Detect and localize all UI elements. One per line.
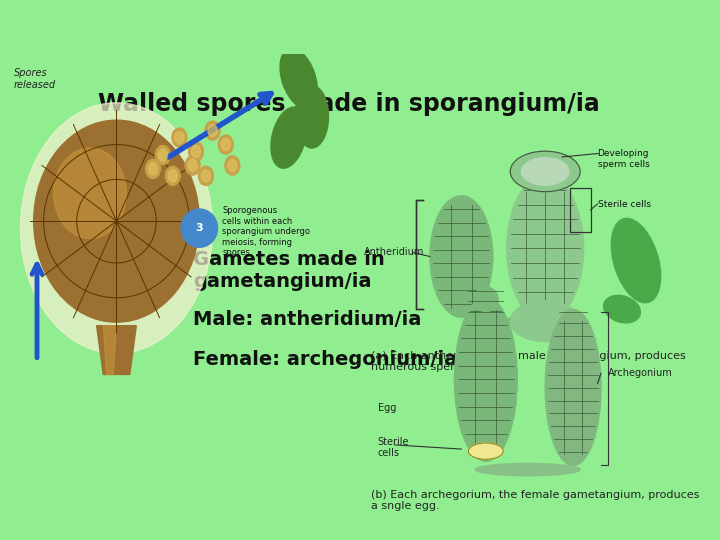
Ellipse shape bbox=[454, 297, 517, 461]
Circle shape bbox=[521, 158, 569, 185]
Circle shape bbox=[181, 209, 217, 247]
Text: 3: 3 bbox=[196, 223, 203, 233]
Ellipse shape bbox=[205, 121, 220, 140]
Ellipse shape bbox=[295, 85, 328, 148]
Text: Developing
sperm cells: Developing sperm cells bbox=[598, 149, 649, 168]
Ellipse shape bbox=[172, 128, 187, 147]
Ellipse shape bbox=[148, 163, 158, 175]
Ellipse shape bbox=[185, 156, 200, 175]
Circle shape bbox=[510, 151, 580, 192]
Ellipse shape bbox=[168, 170, 177, 182]
Polygon shape bbox=[96, 326, 136, 374]
Text: Archegonium: Archegonium bbox=[608, 368, 672, 378]
Ellipse shape bbox=[280, 48, 318, 109]
Polygon shape bbox=[103, 326, 117, 374]
Ellipse shape bbox=[156, 145, 171, 165]
Ellipse shape bbox=[228, 159, 237, 172]
Text: Male: antheridium/ia: Male: antheridium/ia bbox=[193, 310, 422, 329]
Ellipse shape bbox=[20, 103, 212, 354]
Text: (a) Each antheridium, the male gametangium, produces
numerous sperm cells.: (a) Each antheridium, the male gametangi… bbox=[371, 351, 685, 373]
Ellipse shape bbox=[474, 287, 498, 312]
Ellipse shape bbox=[158, 149, 168, 161]
Text: Female: archegonium/ia: Female: archegonium/ia bbox=[193, 349, 457, 369]
Text: Sterile
cells: Sterile cells bbox=[377, 437, 409, 458]
Circle shape bbox=[510, 301, 580, 342]
Ellipse shape bbox=[271, 107, 307, 168]
Ellipse shape bbox=[507, 313, 584, 329]
Ellipse shape bbox=[199, 166, 213, 185]
Text: Sterile cells: Sterile cells bbox=[598, 200, 651, 209]
Ellipse shape bbox=[469, 443, 503, 460]
Text: Spores
released: Spores released bbox=[14, 68, 56, 90]
Ellipse shape bbox=[603, 295, 640, 323]
Ellipse shape bbox=[175, 132, 184, 144]
Text: (b) Each archegorium, the female gametangium, produces
a sngle egg.: (b) Each archegorium, the female gametan… bbox=[371, 490, 699, 511]
Ellipse shape bbox=[208, 125, 217, 137]
Ellipse shape bbox=[611, 218, 661, 303]
Ellipse shape bbox=[221, 138, 230, 151]
Ellipse shape bbox=[53, 148, 127, 239]
Ellipse shape bbox=[507, 176, 584, 321]
Text: Sporogenous
cells within each
sporangium undergo
meiosis, forming
spores.: Sporogenous cells within each sporangium… bbox=[222, 206, 310, 257]
Ellipse shape bbox=[166, 166, 180, 185]
Ellipse shape bbox=[545, 309, 601, 465]
Ellipse shape bbox=[225, 156, 240, 175]
Ellipse shape bbox=[188, 159, 197, 172]
Bar bbox=[570, 187, 590, 232]
Text: Egg: Egg bbox=[377, 403, 396, 413]
Ellipse shape bbox=[34, 120, 199, 322]
Ellipse shape bbox=[430, 195, 492, 317]
Text: Gametes made in
gametangium/ia: Gametes made in gametangium/ia bbox=[193, 250, 385, 291]
Ellipse shape bbox=[202, 170, 210, 182]
Ellipse shape bbox=[475, 463, 580, 476]
Ellipse shape bbox=[145, 159, 161, 179]
Ellipse shape bbox=[192, 145, 201, 158]
Text: Walled spores made in sporangium/ia: Walled spores made in sporangium/ia bbox=[99, 92, 600, 116]
Ellipse shape bbox=[189, 142, 204, 161]
Ellipse shape bbox=[218, 135, 233, 154]
Text: Antheridium: Antheridium bbox=[364, 247, 424, 258]
